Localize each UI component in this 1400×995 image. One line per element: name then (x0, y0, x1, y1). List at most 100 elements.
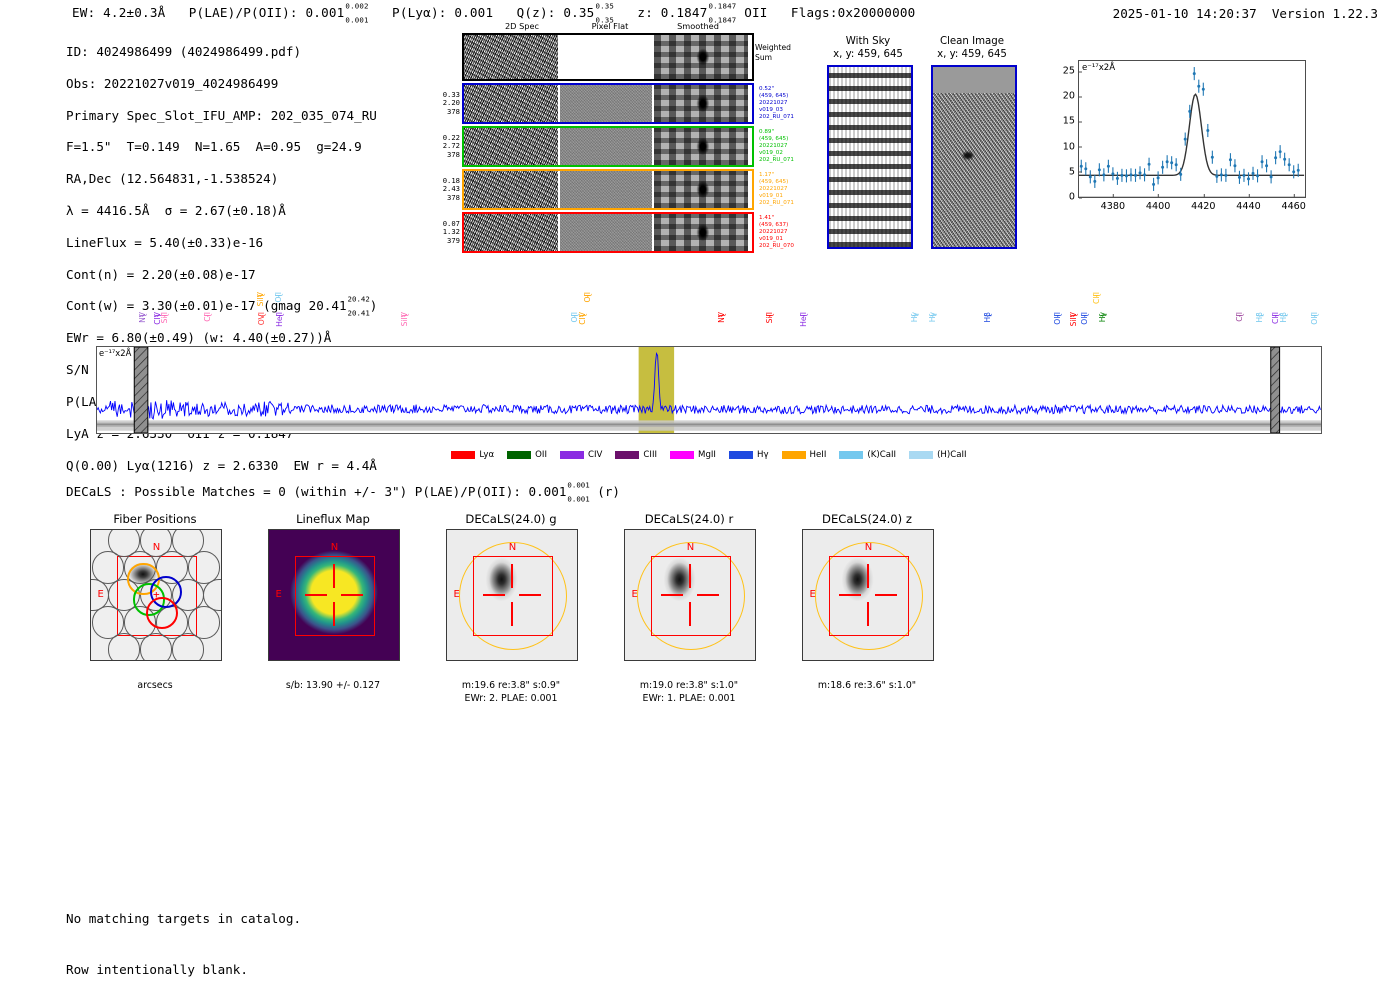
legend-label: (K)CaII (867, 450, 897, 460)
fiber-circle (187, 551, 221, 584)
strip-meta: 0.52" (759, 86, 775, 92)
header-timestamp-version: 2025-01-10 14:20:37 Version 1.22.3 (1113, 6, 1378, 21)
compass-east: E (275, 589, 282, 601)
panel-ytick: -4 (90, 642, 91, 653)
two-d-spectrum-panel: 2D Spec Pixel Flat Smoothed Weighted Sum… (443, 21, 794, 255)
panel-xtick: 0 (687, 660, 693, 661)
panel-xtick: -4 (277, 660, 286, 661)
crosshair-tick (519, 594, 541, 596)
emission-line-marker: HeII{ (799, 312, 808, 327)
panel-ytick: 0 (446, 590, 447, 601)
fiber-strip-left-values: 0.22 2.72 378 (430, 133, 460, 159)
strip-meta: 20221027 (759, 143, 788, 150)
legend-label: Hγ (756, 450, 769, 460)
panel-ytick: 4 (802, 538, 803, 549)
emission-line-marker: CIII{ (1092, 292, 1102, 304)
strip-value: 2.43 (442, 184, 460, 194)
spectrum-xtick: 4400 (634, 433, 660, 434)
emission-line-marker: SiIV{ (400, 312, 409, 326)
strip-value: 378 (447, 149, 460, 159)
crosshair-tick (333, 602, 335, 627)
compass-north: N (864, 542, 873, 554)
line-brace-icon: { (765, 313, 775, 318)
spectrum-xtick: 3700 (220, 433, 246, 434)
legend-swatch (615, 451, 640, 459)
line-brace-icon: { (583, 293, 593, 298)
spectrum-xtick: 3500 (102, 433, 128, 434)
info-seeing: F=1.5" T=0.149 N=1.65 A=0.95 g=24.9 (66, 139, 362, 155)
header-z-hi: 0.1847 (708, 1, 737, 11)
fiber-circle (171, 530, 205, 557)
legend-swatch (507, 451, 532, 459)
fiber-strip-left-values: 0.07 1.32 379 (430, 219, 460, 245)
panel-ytick: -4 (446, 642, 447, 653)
strip-value: 0.18 (442, 176, 460, 185)
strip-meta: v019_03 (759, 107, 783, 114)
strip-meta: (459, 637) (759, 222, 789, 229)
legend-swatch (839, 451, 864, 459)
strip-meta: 20221027 (759, 229, 788, 236)
header-plya-label: P(Lyα): (392, 5, 447, 20)
bottom-note-line1: No matching targets in catalog. (66, 911, 302, 926)
crosshair-tick (305, 594, 327, 596)
fiber-strip-left-values: 0.33 2.20 378 (430, 90, 460, 116)
panel-axes: + N E -4 -2 0 2 4 4 2 0 -2 -4 (90, 529, 222, 661)
info-ewr: EWr = 6.80(±0.49) (w: 4.40(±0.27))Å (66, 330, 332, 346)
info-radec: RA,Dec (12.564831,-1.538524) (66, 171, 279, 187)
info-cont-n: Cont(n) = 2.20(±0.08)e-17 (66, 266, 256, 282)
fiber-strip-left-values: 0.18 2.43 378 (430, 176, 460, 202)
panel-ytick: 0 (268, 590, 269, 601)
line-brace-icon: { (1069, 313, 1079, 318)
panel-axes: N E -4 -2 0 2 4 4 2 0 -2 -4 (802, 529, 934, 661)
panel-title: DECaLS(24.0) g (465, 512, 557, 526)
fiber-circle (187, 606, 221, 639)
strip-meta: 1.17" (759, 172, 775, 178)
line-brace-icon: { (274, 313, 284, 318)
emission-line-marker: Hβ{ (983, 312, 992, 323)
emline-xtick: 4460 (1281, 194, 1306, 212)
legend-label: (H)CaII (937, 450, 967, 460)
crosshair-tick (341, 594, 363, 596)
panel-xtick: 4 (205, 660, 211, 661)
legend-label: MgII (698, 450, 716, 460)
decals-panel: Lineflux Map N E -4 -2 0 2 4 4 2 0 -2 -4 s/b: 13.90 +… (238, 512, 428, 691)
panel-xtick: -2 (659, 660, 668, 661)
decals-summary-header: DECaLS : Possible Matches = 0 (within +/… (66, 480, 621, 503)
line-brace-icon: { (1255, 313, 1265, 318)
spectrum-xtick: 5400 (1225, 433, 1251, 434)
lineflux-map-image (269, 530, 399, 660)
crosshair-tick (697, 594, 719, 596)
spectrum-xtick: 3800 (279, 433, 305, 434)
strip-meta: 20221027 (759, 100, 788, 107)
panel-ytick: -2 (624, 616, 625, 627)
panel-title: Lineflux Map (296, 512, 370, 526)
panel-axes: N E -4 -2 0 2 4 4 2 0 -2 -4 (446, 529, 578, 661)
panel-ytick: -4 (268, 642, 269, 653)
emline-ytick: 5 (1069, 166, 1083, 177)
info-lineflux: LineFlux = 5.40(±0.33)e-16 (66, 234, 264, 250)
panel-ytick: 0 (802, 590, 803, 601)
spectrum-xtick: 5500 (1284, 433, 1310, 434)
line-brace-icon: { (159, 313, 169, 318)
strip-value: 0.22 (442, 133, 460, 142)
spectrum-xtick: 4900 (929, 433, 955, 434)
panel-xtick: -2 (125, 660, 134, 661)
panel-ytick: 4 (446, 538, 447, 549)
strip-meta: 0.89" (759, 129, 775, 135)
panel-ytick: -2 (446, 616, 447, 627)
col-title-smoothed: Smoothed (677, 21, 719, 31)
aperture-circle (458, 541, 568, 651)
header-plae-value: 0.001 (305, 5, 345, 20)
info-classification: Q(0.00) Lyα(1216) z = 2.6330 EW r = 4.4Å (66, 457, 377, 473)
strip-value: 0.07 (442, 219, 460, 228)
decals-panel: Fiber Positions + N E -4 -2 0 2 4 4 2 0 -2 -4 arcsecs (60, 512, 250, 691)
spectrum-xtick: 4700 (811, 433, 837, 434)
panel-ytick: 2 (446, 564, 447, 575)
header-plae-hi: 0.002 (345, 1, 369, 11)
panel-xtick: -4 (455, 660, 464, 661)
panel-xtick: 4 (383, 660, 389, 661)
line-brace-icon: { (717, 313, 727, 318)
legend-swatch (670, 451, 695, 459)
header-ew: EW: 4.2±0.3Å (72, 5, 166, 20)
line-brace-icon: { (1092, 293, 1102, 298)
